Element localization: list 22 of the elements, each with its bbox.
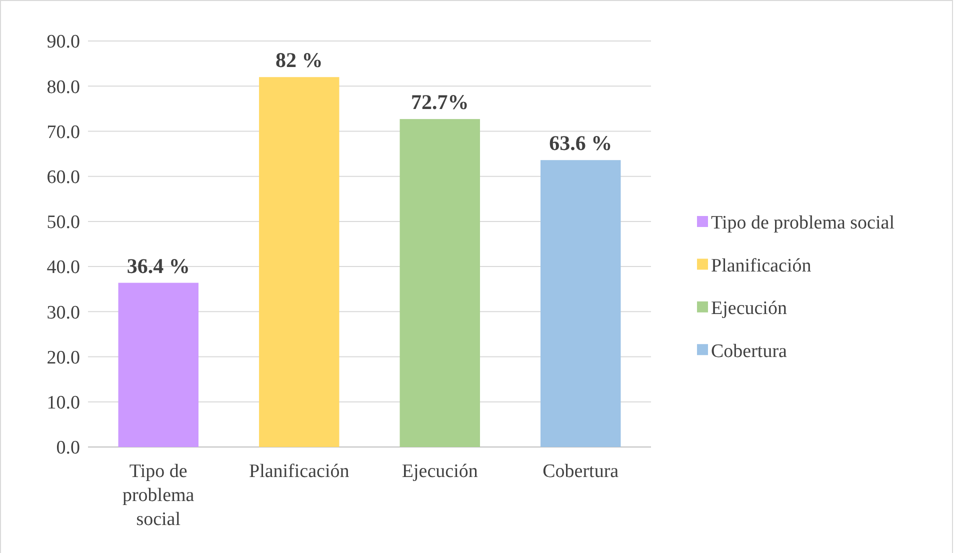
y-tick-label: 10.0 <box>46 392 80 414</box>
x-tick-label: Ejecución <box>402 461 478 482</box>
legend-label: Planificación <box>711 255 812 276</box>
data-label: 63.6 % <box>549 131 612 156</box>
legend-label: Ejecución <box>711 298 788 320</box>
x-tick-label: Tipo de problema social <box>122 461 195 530</box>
y-tick-label: 80.0 <box>46 76 80 98</box>
data-label: 82 % <box>276 48 323 72</box>
y-tick-label: 90.0 <box>46 32 80 53</box>
legend-label: Cobertura <box>711 340 788 362</box>
y-tick-label: 50.0 <box>46 212 80 234</box>
y-tick-label: 40.0 <box>46 257 80 278</box>
y-tick-label: 20.0 <box>46 347 80 368</box>
legend-label: Tipo de problema social <box>711 212 894 234</box>
y-tick-label: 60.0 <box>46 166 80 188</box>
y-tick-label: 30.0 <box>46 302 80 324</box>
data-label: 36.4 % <box>126 254 190 278</box>
y-tick-label: 0.0 <box>56 438 80 459</box>
data-label: 72.7% <box>411 90 469 114</box>
x-tick-label: Cobertura <box>542 461 620 482</box>
x-tick-label: Planificación <box>249 461 350 482</box>
y-tick-label: 70.0 <box>46 122 80 143</box>
